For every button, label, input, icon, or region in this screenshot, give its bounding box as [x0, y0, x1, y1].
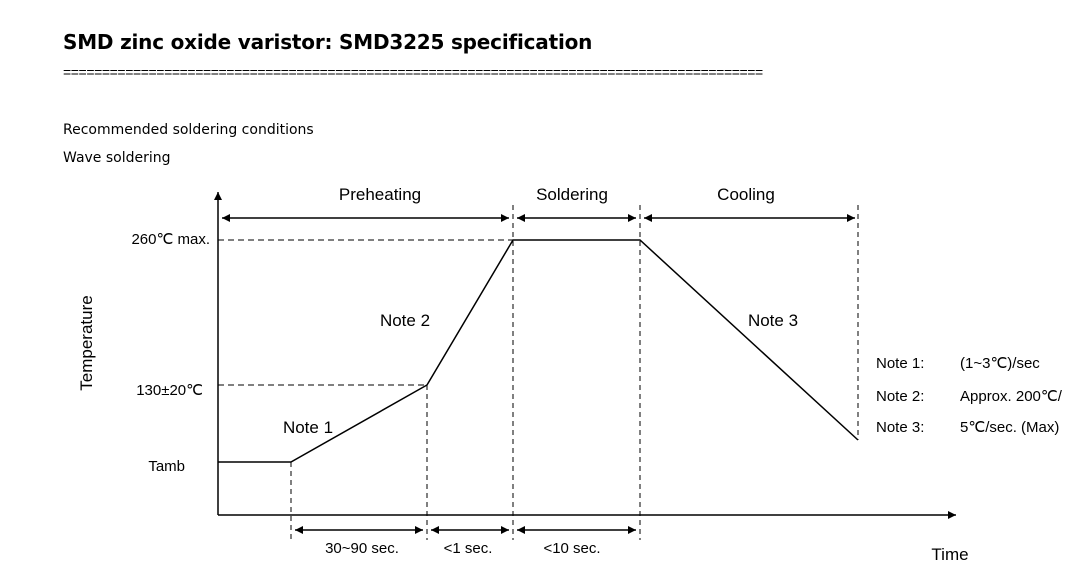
note-1-value: (1~3℃)/sec	[960, 355, 1040, 372]
note-3-key: Note 3:	[876, 419, 924, 436]
curve-note-3-label: Note 3	[748, 311, 798, 330]
duration-label-3: <10 sec.	[543, 540, 600, 557]
preheat-temperature-label: 130±20℃	[136, 382, 203, 399]
y-axis-title: Temperature	[77, 295, 96, 390]
page-title: SMD zinc oxide varistor: SMD3225 specifi…	[63, 30, 593, 54]
title-separator: ========================================…	[63, 64, 763, 80]
temperature-profile-curve	[218, 239, 859, 463]
phase-label-soldering: Soldering	[536, 185, 608, 204]
ambient-temperature-label: Tamb	[148, 458, 185, 475]
x-axis-title: Time	[931, 545, 968, 564]
curve-note-2-label: Note 2	[380, 311, 430, 330]
peak-temperature-label: 260℃ max.	[131, 231, 210, 248]
duration-label-1: 30~90 sec.	[325, 540, 399, 557]
curve-note-1-label: Note 1	[283, 418, 333, 437]
note-2-value: Approx. 200℃/	[960, 388, 1063, 405]
phase-label-preheating: Preheating	[339, 185, 421, 204]
duration-label-2: <1 sec.	[444, 540, 493, 557]
soldering-conditions-label: Recommended soldering conditions	[63, 122, 314, 138]
wave-soldering-label: Wave soldering	[63, 150, 171, 166]
note-1-key: Note 1:	[876, 355, 924, 372]
note-3-value: 5℃/sec. (Max)	[960, 419, 1059, 436]
note-2-key: Note 2:	[876, 388, 924, 405]
phase-label-cooling: Cooling	[717, 185, 775, 204]
